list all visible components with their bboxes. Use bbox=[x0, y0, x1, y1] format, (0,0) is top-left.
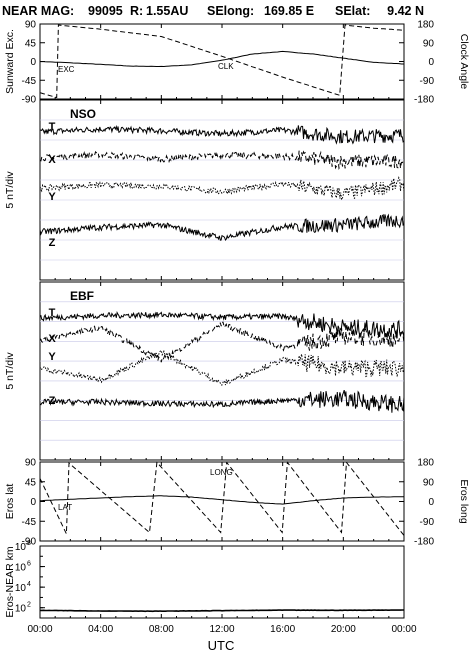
panel2-frame bbox=[39, 99, 405, 281]
panel1-ytick-label-right: 180 bbox=[417, 20, 434, 31]
x-tick-label: 16:00 bbox=[270, 624, 295, 635]
panel4-ytick-label-right: 0 bbox=[428, 497, 434, 508]
panel3-frame bbox=[39, 281, 405, 461]
panel2-title: NSO bbox=[70, 107, 96, 121]
header-r-value: 1.55AU bbox=[146, 4, 188, 18]
panel4-ylabel-left: Eros lat bbox=[4, 484, 16, 520]
panels: 90 45 0 -45 -90 180 90 0 -90 -180 Sunward Exc. Cloc… bbox=[4, 20, 470, 636]
header-r-label: R: bbox=[130, 4, 143, 18]
panel3-trace-t bbox=[39, 311, 405, 339]
panel5-ytick-exponent: 6 bbox=[27, 561, 31, 568]
panel2-trace-label-x: X bbox=[48, 154, 56, 166]
panel1-ytick-label-right: -180 bbox=[414, 95, 434, 106]
panel4-series-lat bbox=[39, 495, 404, 505]
panel4-annotation-lat: LAT bbox=[58, 503, 72, 512]
panel2-ylabel: 5 nT/div bbox=[4, 171, 16, 209]
header-selong-value: 169.85 E bbox=[264, 4, 314, 18]
panel4-ytick-label-left: 0 bbox=[30, 497, 36, 508]
panel2-trace-label-y: Y bbox=[48, 191, 56, 203]
x-axis-label: UTC bbox=[208, 638, 235, 653]
panel1-ytick-label-left: -45 bbox=[22, 76, 37, 87]
panel2-trace-x bbox=[39, 150, 405, 170]
panel1-annotation-exc: EXC bbox=[58, 65, 75, 74]
panel2-trace-y bbox=[39, 176, 405, 202]
panel5-frame bbox=[39, 545, 405, 619]
panel4-series-long bbox=[39, 461, 405, 536]
panel3-trace-x bbox=[39, 321, 405, 363]
header-selong-label: SElong: bbox=[207, 4, 254, 18]
panel4-ytick-label-left: 90 bbox=[25, 458, 37, 469]
panel3-trace-z bbox=[39, 389, 405, 413]
panel5-ytick-label: 10 bbox=[15, 583, 27, 594]
panel5-ytick-exponent: 2 bbox=[27, 602, 31, 609]
x-tick-label: 20:00 bbox=[331, 624, 356, 635]
x-tick-label: 12:00 bbox=[209, 624, 234, 635]
panel1-ytick-label-left: -90 bbox=[22, 95, 37, 106]
panel3-trace-y bbox=[39, 349, 405, 386]
panel5-ytick-label: 10 bbox=[15, 604, 27, 615]
panel4-ytick-label-right: -180 bbox=[414, 537, 434, 548]
x-tick-label: 08:00 bbox=[149, 624, 174, 635]
panel5-ylabel: Eros-NEAR km bbox=[4, 546, 16, 617]
panel4-ylabel-right: Eros long bbox=[458, 479, 470, 524]
panel1-ylabel-left: Sunward Exc. bbox=[4, 29, 16, 94]
panel1-ytick-label-right: 0 bbox=[428, 57, 434, 68]
panel5-series-range bbox=[40, 609, 404, 613]
panel2-trace-label-t: T bbox=[49, 121, 56, 133]
panel5-ytick-exponent: 4 bbox=[27, 581, 31, 588]
panel2-trace-label-z: Z bbox=[49, 237, 56, 249]
panel4-ytick-label-right: -90 bbox=[420, 517, 435, 528]
header-selat-label: SElat: bbox=[335, 4, 370, 18]
panel4-ytick-label-left: -45 bbox=[22, 517, 37, 528]
panel5-ytick-label: 10 bbox=[15, 542, 27, 553]
panel3-trace-label-y: Y bbox=[48, 351, 56, 363]
panel5-ytick-exponent: 8 bbox=[27, 540, 31, 547]
header-spacecraft: NEAR MAG: bbox=[2, 4, 74, 18]
panel3-trace-label-z: Z bbox=[49, 395, 56, 407]
header-date: 99095 bbox=[88, 4, 123, 18]
panel4-ytick-label-right: 90 bbox=[423, 477, 435, 488]
panel4-ytick-label-left: 45 bbox=[25, 477, 37, 488]
panel5-ytick-label: 10 bbox=[15, 563, 27, 574]
panel1-annotation-clk: CLK bbox=[218, 62, 234, 71]
panel3-title: EBF bbox=[70, 289, 94, 303]
panel2-trace-t bbox=[40, 124, 405, 145]
panel1-ytick-label-left: 45 bbox=[25, 38, 37, 49]
x-tick-label: 04:00 bbox=[88, 624, 113, 635]
panel1-series-exc bbox=[39, 50, 404, 68]
header-selat-value: 9.42 N bbox=[387, 4, 424, 18]
panel1-ytick-label-left: 90 bbox=[25, 20, 37, 31]
x-tick-label: 00:00 bbox=[391, 624, 416, 635]
panel2-trace-z bbox=[39, 213, 405, 241]
panel1-series-clk bbox=[39, 24, 405, 99]
panel1-ylabel-right: Clock Angle bbox=[458, 34, 470, 90]
panel4-annotation-long: LONG bbox=[210, 468, 233, 477]
panel3-trace-label-x: X bbox=[48, 333, 56, 345]
panel4-ytick-label-left: -90 bbox=[22, 537, 37, 548]
x-tick-label: 00:00 bbox=[27, 624, 52, 635]
panel1-ytick-label-right: 90 bbox=[423, 38, 435, 49]
panel3-trace-label-t: T bbox=[49, 307, 56, 319]
panel3-ylabel: 5 nT/div bbox=[4, 352, 16, 390]
panel4-ytick-label-right: 180 bbox=[417, 458, 434, 469]
panel1-ytick-label-left: 0 bbox=[30, 57, 36, 68]
panel1-ytick-label-right: -90 bbox=[420, 76, 435, 87]
